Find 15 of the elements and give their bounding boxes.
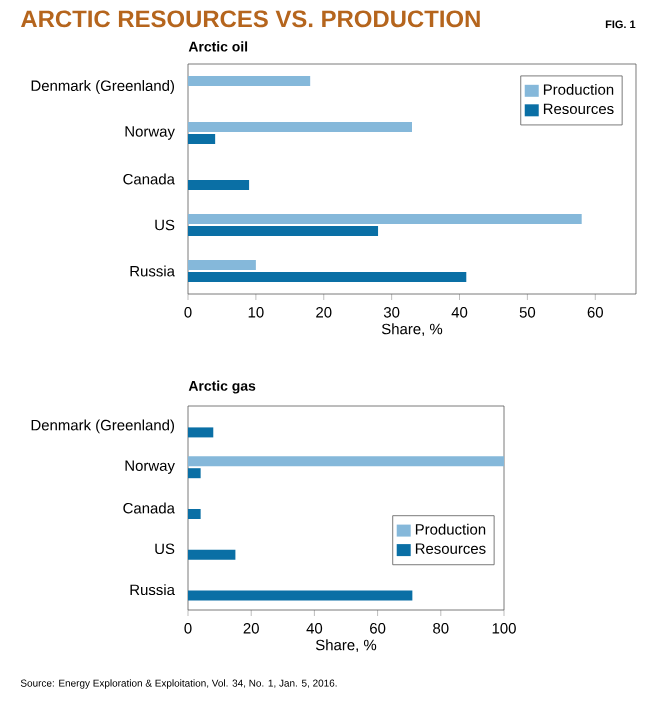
bar [188,134,216,144]
bar [188,549,236,560]
bar [188,590,413,601]
bar [188,122,412,132]
bar [188,180,250,190]
chart-title: ARCTIC RESOURCES VS. PRODUCTION [20,10,480,28]
bar [188,427,214,438]
bar [188,226,379,236]
bar [188,468,201,479]
bar [188,272,467,282]
bar [188,214,582,224]
bar [188,509,201,519]
bar [188,260,256,270]
bar [188,76,311,87]
bar [188,456,504,467]
